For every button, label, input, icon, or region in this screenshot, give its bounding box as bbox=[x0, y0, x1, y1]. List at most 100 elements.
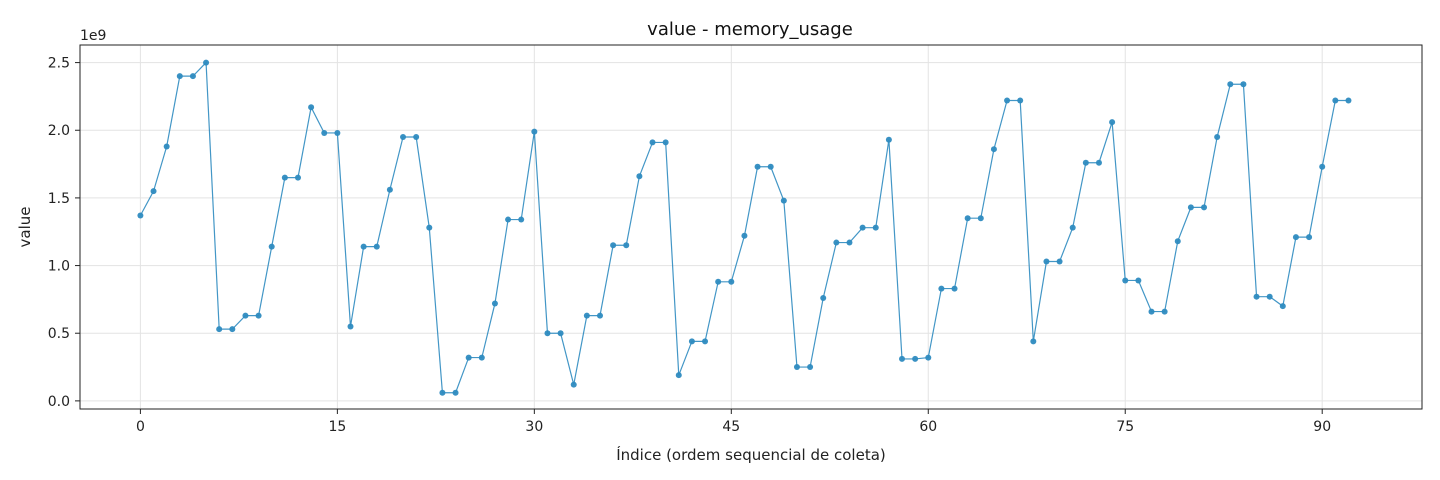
series-group bbox=[137, 59, 1352, 396]
data-point bbox=[465, 354, 472, 361]
data-point bbox=[925, 354, 932, 361]
data-point bbox=[715, 278, 722, 285]
x-tick-label: 30 bbox=[525, 419, 543, 435]
data-point bbox=[610, 242, 617, 249]
data-point bbox=[491, 300, 498, 307]
data-point bbox=[150, 188, 157, 195]
data-point bbox=[216, 326, 223, 333]
data-point bbox=[951, 285, 958, 292]
y-multiplier-label: 1e9 bbox=[80, 28, 106, 44]
data-point bbox=[1109, 119, 1116, 126]
data-point bbox=[413, 134, 420, 141]
data-point bbox=[702, 338, 709, 345]
data-point bbox=[1187, 204, 1194, 211]
data-point bbox=[675, 372, 682, 379]
data-point bbox=[1227, 81, 1234, 88]
data-point bbox=[728, 278, 735, 285]
data-point bbox=[268, 243, 275, 250]
data-point bbox=[544, 330, 551, 337]
data-point bbox=[1279, 303, 1286, 310]
data-point bbox=[570, 381, 577, 388]
data-point bbox=[833, 239, 840, 246]
data-point bbox=[596, 312, 603, 319]
data-point bbox=[964, 215, 971, 222]
data-point bbox=[1095, 159, 1102, 166]
data-point bbox=[242, 312, 249, 319]
data-point bbox=[977, 215, 984, 222]
y-tick-label: 0.5 bbox=[48, 326, 70, 342]
data-point bbox=[899, 355, 906, 362]
data-point bbox=[1345, 97, 1352, 104]
data-point bbox=[623, 242, 630, 249]
data-point bbox=[1082, 159, 1089, 166]
plot-frame bbox=[79, 44, 1423, 410]
data-point bbox=[938, 285, 945, 292]
data-point bbox=[1069, 224, 1076, 231]
data-point bbox=[872, 224, 879, 231]
data-point bbox=[1017, 97, 1024, 104]
data-point bbox=[1135, 277, 1142, 284]
data-point bbox=[334, 129, 341, 136]
data-point bbox=[636, 173, 643, 180]
data-point bbox=[912, 355, 919, 362]
data-point bbox=[1306, 234, 1313, 241]
data-point bbox=[439, 389, 446, 396]
x-tick-label: 60 bbox=[919, 419, 937, 435]
data-point bbox=[1004, 97, 1011, 104]
data-point bbox=[859, 224, 866, 231]
data-point bbox=[426, 224, 433, 231]
data-point bbox=[400, 134, 407, 141]
data-point bbox=[1043, 258, 1050, 265]
data-point bbox=[347, 323, 354, 330]
data-point bbox=[452, 389, 459, 396]
data-point bbox=[1056, 258, 1063, 265]
data-point bbox=[1174, 238, 1181, 245]
y-tick-label: 0.0 bbox=[48, 394, 70, 410]
y-tick-label: 2.5 bbox=[48, 56, 70, 72]
data-point bbox=[308, 104, 315, 111]
grid-lines bbox=[80, 45, 1422, 409]
data-point bbox=[321, 129, 328, 136]
data-point bbox=[1253, 293, 1260, 300]
x-tick-label: 75 bbox=[1116, 419, 1134, 435]
y-tick-label: 1.0 bbox=[48, 259, 70, 275]
data-point bbox=[203, 59, 210, 66]
data-point bbox=[189, 73, 196, 80]
x-tick-label: 15 bbox=[328, 419, 346, 435]
data-point bbox=[255, 312, 262, 319]
data-point bbox=[780, 197, 787, 204]
data-point bbox=[846, 239, 853, 246]
data-point bbox=[885, 136, 892, 143]
x-tick-label: 90 bbox=[1313, 419, 1331, 435]
data-point bbox=[1292, 234, 1299, 241]
data-point bbox=[163, 143, 170, 150]
data-point bbox=[1122, 277, 1129, 284]
data-point bbox=[360, 243, 367, 250]
data-point bbox=[1148, 308, 1155, 315]
data-point bbox=[1266, 293, 1273, 300]
data-point bbox=[294, 174, 301, 181]
x-tick-label: 45 bbox=[722, 419, 740, 435]
data-point bbox=[1201, 204, 1208, 211]
x-axis-title: Índice (ordem sequencial de coleta) bbox=[616, 445, 886, 464]
data-point bbox=[1240, 81, 1247, 88]
data-point bbox=[281, 174, 288, 181]
data-point bbox=[767, 163, 774, 170]
data-point bbox=[662, 139, 669, 146]
x-axis: 0 15 30 45 60 75 90 bbox=[136, 409, 1331, 435]
data-point bbox=[1214, 134, 1221, 141]
data-point bbox=[137, 212, 144, 219]
data-point bbox=[386, 186, 393, 193]
chart-title: value - memory_usage bbox=[647, 19, 853, 40]
data-point bbox=[1161, 308, 1168, 315]
data-point bbox=[688, 338, 695, 345]
y-axis: 0.0 0.5 1.0 1.5 2.0 2.5 bbox=[48, 56, 80, 410]
data-point bbox=[1332, 97, 1339, 104]
data-point bbox=[793, 364, 800, 371]
y-tick-label: 1.5 bbox=[48, 191, 70, 207]
y-axis-title: value bbox=[16, 207, 34, 248]
data-point bbox=[754, 163, 761, 170]
y-tick-label: 2.0 bbox=[48, 123, 70, 139]
data-point bbox=[649, 139, 656, 146]
